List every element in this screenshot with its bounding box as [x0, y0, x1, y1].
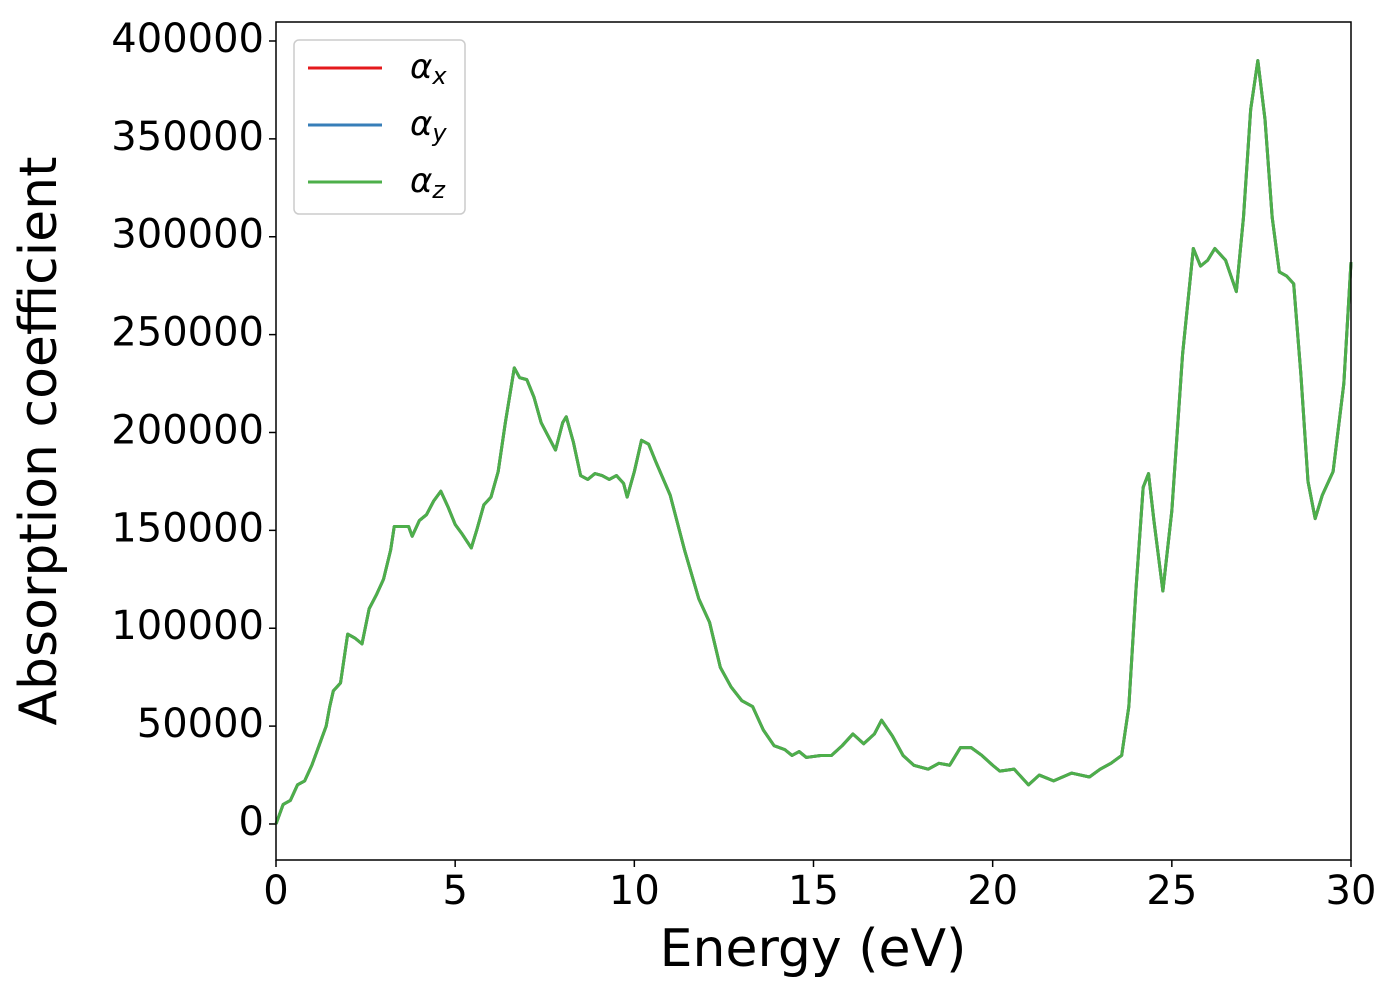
y-tick-label: 200000 — [111, 407, 264, 453]
x-tick-label: 25 — [1146, 868, 1197, 914]
y-tick-label: 100000 — [111, 603, 264, 649]
y-axis-label: Absorption coefficient — [9, 156, 69, 725]
x-tick-label: 0 — [263, 868, 288, 914]
legend-label: αz — [410, 161, 446, 205]
x-tick-label: 15 — [788, 868, 839, 914]
legend-box — [293, 39, 466, 215]
x-tick-label: 10 — [609, 868, 660, 914]
x-tick-label: 20 — [967, 868, 1018, 914]
y-tick-label: 350000 — [111, 114, 264, 160]
y-tick-label: 50000 — [137, 701, 264, 747]
x-tick-label: 30 — [1326, 868, 1377, 914]
y-tick-label: 250000 — [111, 310, 264, 356]
y-tick-label: 400000 — [111, 16, 264, 62]
plot-frame — [275, 21, 1352, 861]
legend-label: αy — [410, 104, 447, 148]
legend-label: αx — [410, 47, 447, 91]
x-tick-label: 5 — [442, 868, 467, 914]
data-line — [274, 59, 1353, 825]
y-tick-label: 300000 — [111, 212, 264, 258]
x-axis-label: Energy (eV) — [660, 919, 967, 979]
y-tick-label: 0 — [239, 799, 264, 845]
y-tick-label: 150000 — [111, 505, 264, 551]
